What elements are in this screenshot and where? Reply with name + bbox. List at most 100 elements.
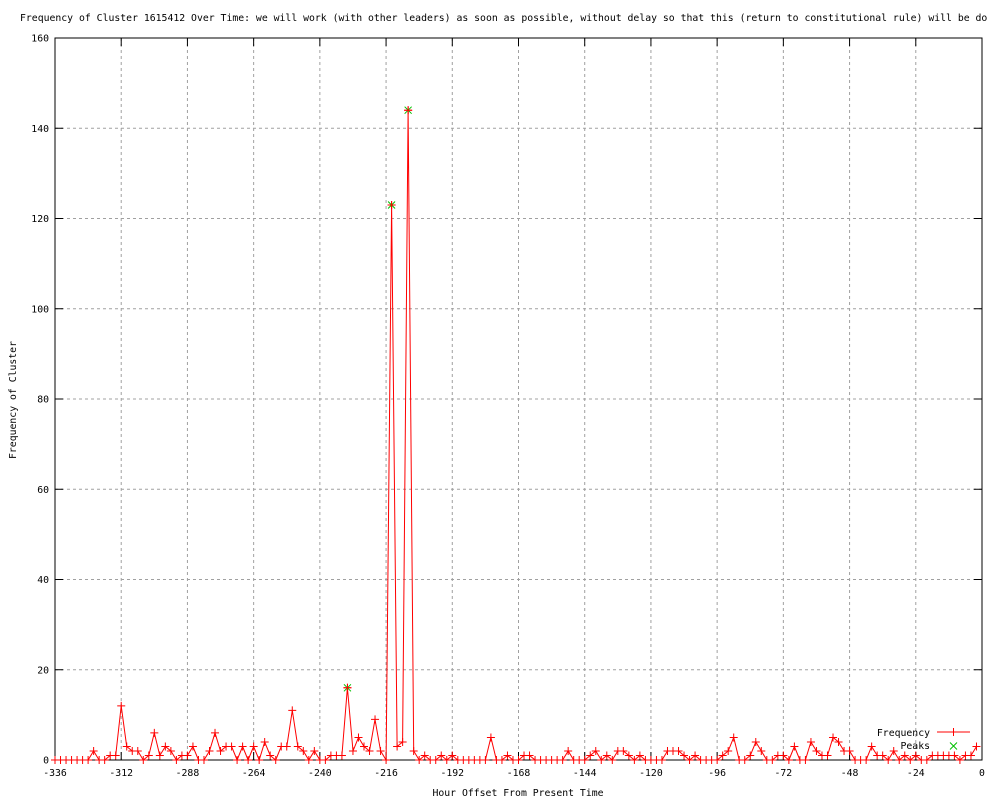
frequency-point: [922, 756, 931, 764]
frequency-point: [624, 751, 633, 760]
frequency-point: [365, 746, 374, 755]
frequency-point: [608, 756, 617, 764]
frequency-point: [288, 706, 297, 715]
frequency-point: [481, 756, 490, 764]
y-tick-label: 60: [37, 485, 49, 496]
x-tick-label: -336: [43, 768, 67, 779]
frequency-point: [878, 751, 887, 760]
frequency-point: [310, 746, 319, 755]
frequency-point: [183, 751, 192, 760]
tick-labels: 0 20 40 60 80 100 120 140 160 -336 -312 -288 -264 -24…: [31, 34, 985, 780]
frequency-point: [255, 756, 264, 764]
frequency-point: [431, 756, 440, 764]
frequency-point: [784, 756, 793, 764]
frequency-point: [597, 756, 606, 764]
frequency-point: [244, 756, 253, 764]
legend-label-peaks: Peaks: [901, 741, 931, 752]
frequency-point: [674, 746, 683, 755]
peak-point-overlay: [404, 106, 413, 115]
y-tick-label: 40: [37, 575, 49, 586]
frequency-point: [657, 756, 666, 764]
frequency-point: [630, 756, 639, 764]
x-tick-label: -240: [308, 768, 332, 779]
legend: Frequency Peaks: [877, 728, 970, 752]
frequency-point: [580, 756, 589, 764]
frequency-point: [227, 742, 236, 751]
frequency-point: [199, 756, 208, 764]
frequency-point: [321, 756, 330, 764]
frequency-point: [84, 756, 93, 764]
legend-label-frequency: Frequency: [877, 728, 930, 739]
frequency-point: [249, 742, 258, 751]
frequency-point: [757, 746, 766, 755]
y-tick-label: 160: [31, 34, 49, 45]
frequency-point: [282, 742, 291, 751]
frequency-point: [172, 756, 181, 764]
frequency-point: [834, 737, 843, 746]
frequency-point: [216, 746, 225, 755]
frequency-point: [260, 737, 269, 746]
frequency-point: [89, 746, 98, 755]
frequency-point: [768, 756, 777, 764]
frequency-point: [205, 746, 214, 755]
frequency-point: [144, 751, 153, 760]
frequency-point: [950, 751, 959, 760]
x-tick-label: -192: [440, 768, 464, 779]
frequency-point: [503, 751, 512, 760]
frequency-point: [409, 746, 418, 755]
frequency-point: [155, 751, 164, 760]
frequency-point: [790, 742, 799, 751]
frequency-point: [420, 751, 429, 760]
frequency-point: [415, 756, 424, 764]
frequency-point: [266, 751, 275, 760]
frequency-point: [718, 751, 727, 760]
y-tick-label: 100: [31, 304, 49, 315]
frequency-point: [360, 742, 368, 751]
frequency-line: [55, 110, 977, 762]
x-tick-label: -120: [639, 768, 663, 779]
frequency-point: [299, 746, 308, 755]
y-tick-label: 140: [31, 124, 49, 135]
frequency-point: [166, 746, 175, 755]
frequency-point: [111, 751, 120, 760]
frequency-point: [139, 756, 148, 764]
frequency-point: [724, 746, 733, 755]
frequency-point: [558, 756, 567, 764]
frequency-point: [371, 715, 380, 724]
y-tick-label: 80: [37, 395, 49, 406]
frequency-point: [680, 751, 689, 760]
frequency-point: [271, 756, 280, 764]
frequency-point: [514, 756, 523, 764]
frequency-point: [437, 751, 446, 760]
series: [51, 106, 981, 764]
frequency-point: [740, 756, 749, 764]
frequency-point: [233, 756, 242, 764]
frequency-point: [602, 751, 611, 760]
frequency-point: [911, 751, 920, 760]
frequency-point: [382, 756, 391, 764]
frequency-point: [972, 742, 981, 751]
frequency-point: [293, 742, 302, 751]
grid: [55, 38, 982, 760]
frequency-point: [889, 746, 898, 755]
frequency-point: [806, 737, 815, 746]
frequency-point: [304, 756, 313, 764]
frequency-point: [867, 742, 876, 751]
frequency-point: [862, 756, 871, 764]
frequency-point: [746, 751, 755, 760]
frequency-point: [906, 756, 915, 764]
frequency-point: [829, 733, 838, 742]
frequency-point: [497, 756, 506, 764]
frequency-point: [586, 751, 595, 760]
legend-peaks-marker: [949, 742, 958, 750]
x-tick-label: -168: [507, 768, 531, 779]
x-tick-label: -312: [109, 768, 133, 779]
frequency-point: [100, 756, 109, 764]
frequency-point: [376, 746, 385, 755]
y-tick-label: 120: [31, 214, 49, 225]
x-tick-label: -24: [907, 768, 925, 779]
x-tick-label: -288: [176, 768, 200, 779]
legend-frequency-marker: [949, 728, 958, 736]
frequency-point: [823, 751, 832, 760]
